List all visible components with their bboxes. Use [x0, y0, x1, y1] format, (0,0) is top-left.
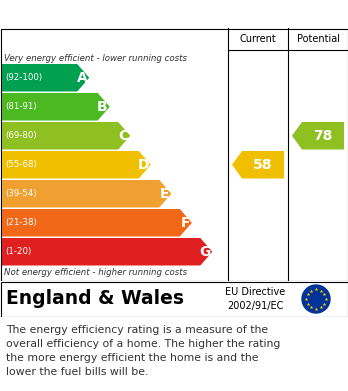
Text: (1-20): (1-20): [5, 247, 31, 256]
Text: (55-68): (55-68): [5, 160, 37, 169]
Polygon shape: [2, 238, 212, 265]
Text: The energy efficiency rating is a measure of the: The energy efficiency rating is a measur…: [6, 325, 268, 335]
Text: (92-100): (92-100): [5, 73, 42, 82]
Text: E: E: [160, 187, 169, 201]
Text: D: D: [137, 158, 149, 172]
Text: Very energy efficient - lower running costs: Very energy efficient - lower running co…: [4, 54, 187, 63]
Text: Potential: Potential: [296, 34, 340, 44]
Text: Energy Efficiency Rating: Energy Efficiency Rating: [10, 7, 232, 22]
Text: lower the fuel bills will be.: lower the fuel bills will be.: [6, 367, 148, 377]
Text: Not energy efficient - higher running costs: Not energy efficient - higher running co…: [4, 268, 187, 277]
Polygon shape: [2, 93, 110, 120]
Text: 78: 78: [313, 129, 333, 143]
Text: G: G: [199, 245, 210, 259]
Text: A: A: [77, 71, 87, 85]
Text: EU Directive
2002/91/EC: EU Directive 2002/91/EC: [225, 287, 285, 310]
Polygon shape: [2, 122, 130, 149]
Text: (21-38): (21-38): [5, 218, 37, 227]
Text: (69-80): (69-80): [5, 131, 37, 140]
Text: Current: Current: [240, 34, 276, 44]
Polygon shape: [2, 151, 151, 179]
Polygon shape: [2, 64, 89, 91]
Text: (81-91): (81-91): [5, 102, 37, 111]
Text: overall efficiency of a home. The higher the rating: overall efficiency of a home. The higher…: [6, 339, 280, 349]
Text: (39-54): (39-54): [5, 189, 37, 198]
Polygon shape: [232, 151, 284, 179]
Text: F: F: [180, 216, 190, 230]
Text: the more energy efficient the home is and the: the more energy efficient the home is an…: [6, 353, 259, 363]
Text: 58: 58: [253, 158, 273, 172]
Circle shape: [302, 285, 330, 313]
Text: C: C: [118, 129, 128, 143]
Text: England & Wales: England & Wales: [6, 289, 184, 308]
Polygon shape: [2, 180, 171, 208]
Polygon shape: [292, 122, 344, 149]
Text: B: B: [97, 100, 108, 114]
Polygon shape: [2, 209, 192, 237]
